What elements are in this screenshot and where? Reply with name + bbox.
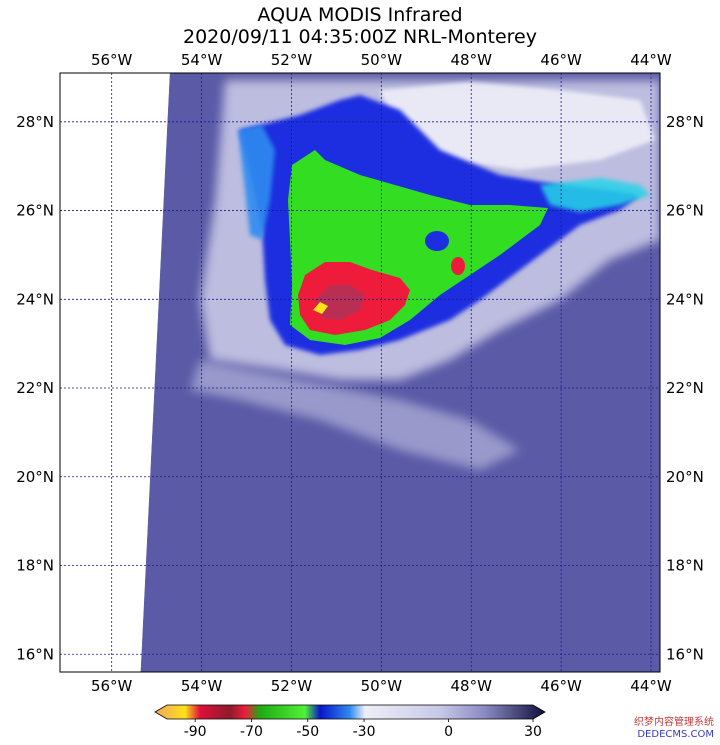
lon-label-bottom: 54°W	[181, 677, 223, 695]
satellite-swath	[140, 73, 660, 672]
lon-label-bottom: 44°W	[630, 677, 672, 695]
lon-label-top: 52°W	[271, 51, 313, 69]
lat-label-left: 16°N	[16, 645, 54, 663]
swath-edge	[140, 72, 171, 673]
lat-label-left: 20°N	[16, 468, 54, 486]
latitude-labels-right: 28°N 26°N 24°N 22°N 20°N 18°N 16°N	[666, 113, 704, 663]
colorbar-tick-label: -90	[184, 724, 207, 740]
colorbar-bar	[154, 704, 546, 720]
colorbar-tick-label: 0	[444, 724, 453, 740]
lon-label-bottom: 48°W	[451, 677, 493, 695]
blue-pocket	[425, 231, 449, 251]
colorbar: -90 -70 -50 -30 0 30	[154, 704, 546, 740]
cirrus-streaks	[190, 360, 520, 470]
map-border	[59, 72, 661, 673]
cirrus-bright-north	[380, 82, 655, 170]
colorbar-tick-label: -70	[240, 724, 263, 740]
lon-label-bottom: 56°W	[91, 677, 133, 695]
core-dark-red	[315, 285, 365, 320]
lat-label-right: 16°N	[666, 645, 704, 663]
lat-label-right: 20°N	[666, 468, 704, 486]
lon-label-top: 48°W	[451, 51, 493, 69]
lat-label-right: 22°N	[666, 379, 704, 397]
lon-label-top: 44°W	[630, 51, 672, 69]
lat-label-left: 28°N	[16, 113, 54, 131]
watermark: 织梦内容管理系统 DEDECMS.COM	[634, 717, 714, 741]
lat-label-left: 24°N	[16, 290, 54, 308]
lat-label-right: 18°N	[666, 557, 704, 575]
colorbar-tick-label: -50	[296, 724, 319, 740]
overshooting-top-yellow	[313, 302, 328, 314]
colorbar-tick-label: -30	[353, 724, 376, 740]
lat-label-right: 26°N	[666, 202, 704, 220]
colorbar-tick-label: 30	[524, 724, 542, 740]
title-line-1: AQUA MODIS Infrared	[257, 4, 463, 26]
lat-label-left: 22°N	[16, 379, 54, 397]
lat-label-left: 26°N	[16, 202, 54, 220]
lat-label-right: 24°N	[666, 290, 704, 308]
cyan-edge-west	[238, 125, 275, 240]
lon-label-top: 50°W	[361, 51, 403, 69]
red-spot-east	[451, 257, 465, 275]
title-line-2: 2020/09/11 04:35:00Z NRL-Monterey	[183, 26, 537, 48]
colorbar-labels: -90 -70 -50 -30 0 30	[184, 719, 542, 740]
lat-label-left: 18°N	[16, 557, 54, 575]
lon-label-top: 46°W	[540, 51, 582, 69]
lon-label-bottom: 50°W	[361, 677, 403, 695]
lat-label-right: 28°N	[666, 113, 704, 131]
lon-label-bottom: 52°W	[271, 677, 313, 695]
graticule	[60, 73, 660, 672]
watermark-line-1: 织梦内容管理系统	[634, 717, 714, 728]
lon-label-top: 56°W	[91, 51, 133, 69]
cyan-edge	[540, 178, 650, 212]
longitude-labels-top: 56°W 54°W 52°W 50°W 48°W 46°W 44°W	[91, 51, 672, 69]
watermark-line-2: DEDECMS.COM	[637, 729, 714, 740]
longitude-labels-bottom: 56°W 54°W 52°W 50°W 48°W 46°W 44°W	[91, 677, 672, 695]
latitude-labels-left: 28°N 26°N 24°N 22°N 20°N 18°N 16°N	[16, 113, 54, 663]
lon-label-top: 54°W	[181, 51, 223, 69]
lon-label-bottom: 46°W	[540, 677, 582, 695]
